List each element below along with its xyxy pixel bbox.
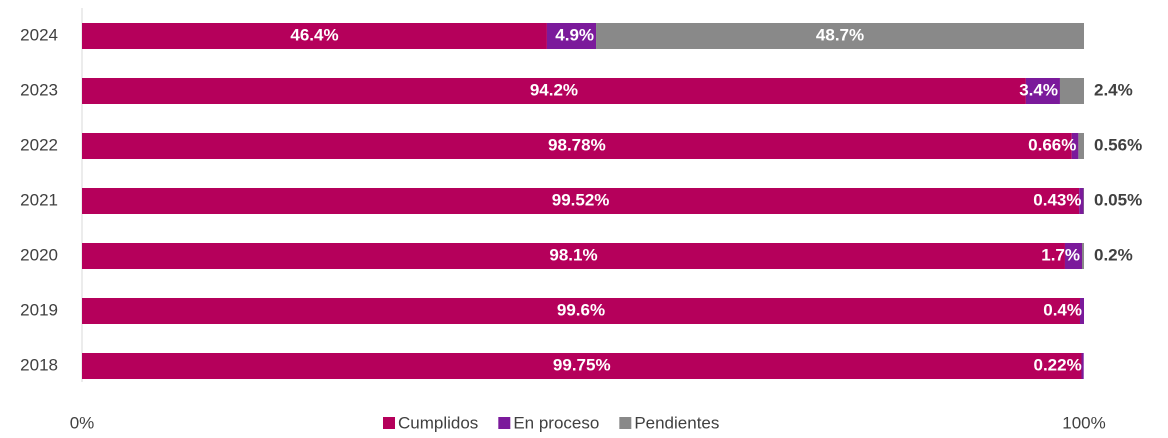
data-label: 0.2% bbox=[1094, 245, 1133, 264]
x-tick-label: 100% bbox=[1062, 413, 1105, 432]
y-tick-label: 2020 bbox=[20, 245, 58, 264]
data-label: 0.66% bbox=[1028, 135, 1076, 154]
data-label: 0.22% bbox=[1033, 355, 1081, 374]
bar-segment bbox=[82, 353, 1082, 379]
bar-segment bbox=[1059, 78, 1084, 104]
bar-segment bbox=[1064, 243, 1082, 269]
data-label: 98.1% bbox=[549, 245, 597, 264]
data-label: 98.78% bbox=[548, 135, 606, 154]
data-label: 99.6% bbox=[557, 300, 605, 319]
bar-segment bbox=[82, 133, 1072, 159]
bar-segment bbox=[1078, 133, 1084, 159]
y-tick-label: 2022 bbox=[20, 135, 58, 154]
legend-label: En proceso bbox=[513, 413, 599, 432]
bar-segment bbox=[1071, 133, 1079, 159]
legend-label: Cumplidos bbox=[398, 413, 478, 432]
y-tick-label: 2018 bbox=[20, 355, 58, 374]
data-label: 99.75% bbox=[553, 355, 611, 374]
x-tick-label: 0% bbox=[70, 413, 95, 432]
bar-segment bbox=[546, 23, 597, 49]
bar-segment bbox=[1079, 188, 1084, 214]
data-label: 4.9% bbox=[555, 25, 594, 44]
y-tick-label: 2019 bbox=[20, 300, 58, 319]
data-label: 48.7% bbox=[816, 25, 864, 44]
bar-segment bbox=[1081, 243, 1084, 269]
y-tick-label: 2024 bbox=[20, 25, 58, 44]
bar-segment bbox=[1081, 353, 1084, 379]
bar-segment bbox=[1083, 188, 1084, 214]
data-label: 0.56% bbox=[1094, 135, 1142, 154]
data-label: 99.52% bbox=[552, 190, 610, 209]
legend-swatch bbox=[383, 417, 395, 429]
data-label: 0.05% bbox=[1094, 190, 1142, 209]
bar-segment bbox=[1079, 298, 1084, 324]
bar-segment bbox=[82, 243, 1065, 269]
data-label: 3.4% bbox=[1019, 80, 1058, 99]
data-label: 94.2% bbox=[530, 80, 578, 99]
bar-segment bbox=[1025, 78, 1060, 104]
y-tick-label: 2021 bbox=[20, 190, 58, 209]
bar-segment bbox=[596, 23, 1084, 49]
legend-swatch bbox=[498, 417, 511, 429]
y-tick-label: 2023 bbox=[20, 80, 58, 99]
bar-segment bbox=[82, 78, 1026, 104]
data-label: 1.7% bbox=[1041, 245, 1080, 264]
legend-swatch bbox=[619, 417, 632, 429]
bar-segment bbox=[82, 23, 547, 49]
data-label: 2.4% bbox=[1094, 80, 1133, 99]
bar-segment bbox=[82, 298, 1080, 324]
data-label: 46.4% bbox=[290, 25, 338, 44]
bar-segment bbox=[82, 188, 1080, 214]
legend-label: Pendientes bbox=[634, 413, 719, 432]
data-label: 0.4% bbox=[1043, 300, 1082, 319]
data-label: 0.43% bbox=[1033, 190, 1081, 209]
